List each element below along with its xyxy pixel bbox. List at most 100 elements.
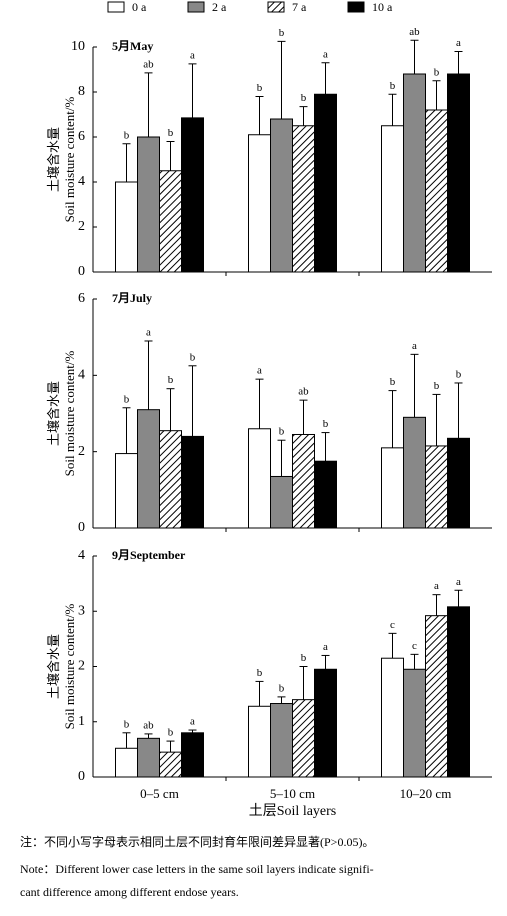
legend-label: 2 a [212,0,227,14]
significance-letter: a [456,576,461,588]
significance-letter: b [124,393,130,405]
bar [425,109,448,273]
significance-letter: b [301,652,307,664]
note: Note：Different lower case letters in the… [20,862,374,876]
bar [181,435,204,529]
significance-letter: c [390,619,395,631]
bar [292,125,315,273]
significance-letter: ab [298,386,309,398]
bar [314,93,337,273]
panel-title: 7月July [112,291,152,305]
significance-letter: a [456,37,461,49]
bar [115,453,138,529]
y-tick-label: 10 [71,39,85,54]
y-tick-label: 2 [78,659,85,674]
significance-letter: b [190,351,196,363]
y-axis-label: 土壤含水量 [46,381,61,446]
significance-letter: b [323,418,329,430]
significance-letter: a [323,641,328,653]
significance-letter: b [390,80,396,92]
y-axis-label: Soil moisture content/% [62,97,77,223]
y-tick-label: 0 [78,264,85,279]
legend-swatch [347,1,365,13]
y-tick-label: 8 [78,84,85,99]
significance-letter: b [168,727,174,739]
bar [181,117,204,273]
bar [403,416,426,529]
bar [447,437,470,529]
bar [381,447,404,529]
y-tick-label: 6 [78,129,85,144]
legend-swatch [107,1,125,13]
bar [137,136,160,273]
significance-letter: ab [143,58,154,70]
bar [403,73,426,273]
y-tick-label: 3 [78,603,85,618]
bar [159,170,182,273]
bar [447,73,470,273]
significance-letter: b [390,376,396,388]
bar [248,428,271,529]
y-tick-label: 4 [78,368,85,383]
bar [314,668,337,778]
bar [137,409,160,529]
bar [381,657,404,778]
significance-letter: ab [143,719,154,731]
bar [270,118,293,273]
significance-letter: a [190,49,195,61]
significance-letter: a [434,580,439,592]
significance-letter: c [412,640,417,652]
bar [159,751,182,778]
bar [447,606,470,778]
bar [248,705,271,778]
y-axis-label: Soil moisture content/% [62,604,77,730]
bar [292,433,315,529]
significance-letter: a [190,716,195,728]
bar [159,430,182,529]
legend-label: 10 a [372,0,393,14]
significance-letter: a [412,340,417,352]
x-axis-label: 土层Soil layers [249,803,337,819]
x-tick-label: 10–20 cm [400,786,452,801]
bar [425,445,448,529]
significance-letter: b [279,682,285,694]
y-tick-label: 6 [78,291,85,306]
y-axis-label: 土壤含水量 [46,127,61,192]
y-tick-label: 0 [78,769,85,784]
note: 注：不同小写字母表示相同土层不同封育年限间差异显著(P>0.05)。 [20,834,374,849]
significance-letter: b [434,66,440,78]
significance-letter: b [279,426,285,438]
bar [181,732,204,778]
y-tick-label: 4 [78,174,85,189]
bar [270,703,293,778]
legend-swatch [187,1,205,13]
legend-label: 0 a [132,0,147,14]
y-axis-label: Soil moisture content/% [62,351,77,477]
significance-letter: a [257,365,262,377]
significance-letter: b [168,374,174,386]
bar [292,699,315,778]
bar [137,737,160,778]
significance-letter: b [434,380,440,392]
panel-title: 9月September [112,548,186,562]
y-tick-label: 1 [78,714,85,729]
x-tick-label: 0–5 cm [140,786,179,801]
significance-letter: b [168,127,174,139]
significance-letter: a [323,48,328,60]
panel-title: 5月May [112,39,153,53]
y-tick-label: 4 [78,548,85,563]
note: cant difference among different endose y… [20,885,239,899]
bar [403,668,426,778]
significance-letter: b [124,718,130,730]
y-tick-label: 2 [78,444,85,459]
bar [425,615,448,778]
significance-letter: a [146,327,151,339]
bar [115,747,138,778]
bar [270,475,293,529]
significance-letter: b [124,129,130,141]
bar [115,181,138,273]
bar [248,134,271,273]
x-tick-label: 5–10 cm [270,786,315,801]
significance-letter: b [279,27,285,39]
